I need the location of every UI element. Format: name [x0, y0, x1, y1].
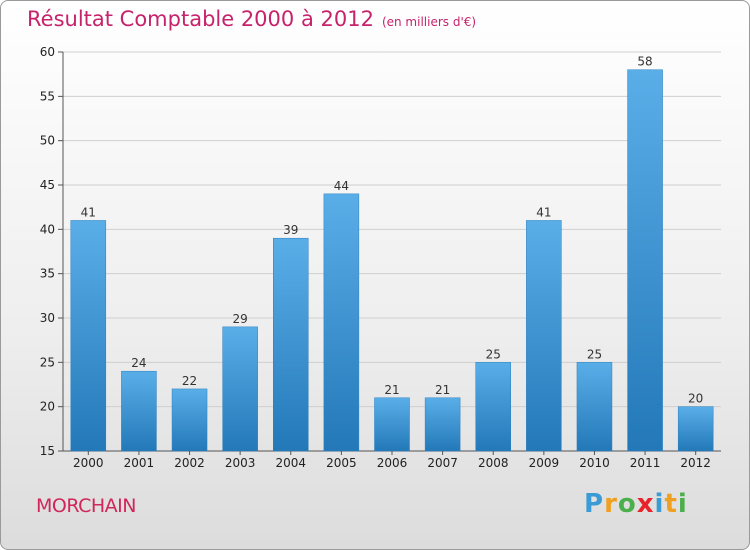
data-label-2005: 44 — [334, 179, 349, 193]
bar-2003 — [222, 326, 258, 452]
data-label-2004: 39 — [283, 223, 298, 237]
data-label-2007: 21 — [435, 383, 450, 397]
data-label-2006: 21 — [384, 383, 399, 397]
x-tick-label-2002: 2002 — [174, 456, 205, 470]
logo-letter: i — [654, 489, 665, 519]
bars — [70, 69, 714, 452]
y-tick-labels: 15 20 25 30 35 40 45 50 55 60 — [40, 45, 55, 458]
x-tick-label-2006: 2006 — [377, 456, 408, 470]
x-tick-label-2010: 2010 — [579, 456, 610, 470]
y-tick-label: 50 — [40, 134, 55, 148]
y-tick-label: 30 — [40, 311, 55, 325]
data-label-2001: 24 — [131, 356, 146, 370]
bar-2001 — [121, 370, 157, 452]
x-tick-label-2007: 2007 — [427, 456, 458, 470]
x-tick-label-2001: 2001 — [124, 456, 155, 470]
data-labels: 41 24 22 29 39 44 21 21 25 41 25 58 20 — [81, 55, 704, 406]
y-tick-label: 60 — [40, 45, 55, 59]
data-label-2002: 22 — [182, 374, 197, 388]
bar-2002 — [171, 388, 208, 452]
x-tick-label-2011: 2011 — [630, 456, 661, 470]
bar-2004 — [273, 237, 309, 452]
logo-letter: t — [664, 489, 678, 519]
x-tick-label-2003: 2003 — [225, 456, 256, 470]
y-tick-label: 25 — [40, 355, 55, 369]
y-tick-label: 20 — [40, 400, 55, 414]
data-label-2011: 58 — [637, 55, 652, 69]
bar-2008 — [475, 362, 511, 452]
logo-letter: r — [604, 489, 618, 519]
y-tick-label: 15 — [40, 444, 55, 458]
bar-2012 — [677, 406, 714, 452]
logo-letter: P — [584, 489, 605, 519]
x-tick-label-2012: 2012 — [680, 456, 711, 470]
data-label-2008: 25 — [486, 347, 501, 361]
data-label-2003: 29 — [233, 312, 248, 326]
x-tick-label-2005: 2005 — [326, 456, 357, 470]
data-label-2009: 41 — [536, 205, 551, 219]
data-label-2000: 41 — [81, 205, 96, 219]
bar-2006 — [374, 397, 410, 452]
y-tick-label: 55 — [40, 89, 55, 103]
bar-2009 — [526, 220, 562, 452]
y-tick-label: 40 — [40, 222, 55, 236]
logo-letter: x — [636, 489, 655, 519]
chart-unit: (en milliers d'€) — [381, 15, 477, 29]
y-tick-label: 45 — [40, 178, 55, 192]
bar-2010 — [576, 362, 613, 452]
data-label-2010: 25 — [587, 347, 602, 361]
data-label-2012: 20 — [688, 392, 703, 406]
logo-letter: o — [617, 489, 637, 519]
y-tick-label: 35 — [40, 267, 55, 281]
proxiti-logo: Proxiti — [584, 489, 688, 519]
x-tick-labels: 2000 2001 2002 2003 2004 2005 2006 2007 2008 2009… — [73, 451, 711, 470]
x-tick-label-2008: 2008 — [478, 456, 509, 470]
bar-2005 — [323, 193, 360, 452]
chart-title-text: Résultat Comptable 2000 à 2012 — [27, 7, 374, 31]
commune-name: MORCHAIN — [36, 495, 136, 517]
x-tick-label-2009: 2009 — [529, 456, 560, 470]
logo-letter: i — [677, 489, 688, 519]
bar-2007 — [424, 397, 461, 452]
x-tick-label-2004: 2004 — [275, 456, 306, 470]
chart-title: Résultat Comptable 2000 à 2012 (en millie… — [27, 7, 476, 31]
bar-2011 — [627, 69, 663, 452]
x-tick-label-2000: 2000 — [73, 456, 104, 470]
bar-2000 — [70, 220, 107, 452]
